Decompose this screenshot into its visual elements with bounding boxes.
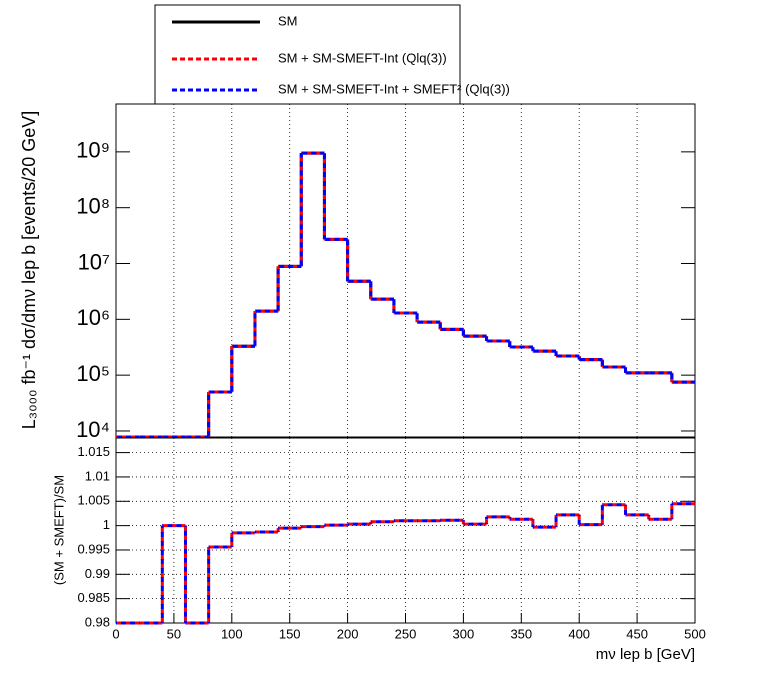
- plot-frame: [115, 103, 696, 438]
- y-tick-label: 10⁷: [78, 249, 110, 274]
- x-tick-label: 400: [568, 626, 590, 641]
- ratio-axis-title: (SM + SMEFT)/SM: [51, 475, 66, 585]
- y-tick-label: 10⁴: [76, 417, 110, 442]
- plot-frame: [115, 437, 696, 624]
- x-tick-label: 500: [684, 626, 706, 641]
- y-tick-label: 0.985: [77, 590, 110, 605]
- y-tick-label: 10⁸: [76, 193, 110, 218]
- x-tick-label: 450: [626, 626, 648, 641]
- plot-layer: 10⁴ 10⁵ 10⁶ 10⁷ 10⁸ 10⁹ 0.98 0.985 0.99 0.995 1 1.0…: [76, 13, 706, 641]
- y-tick-label: 1.015: [77, 444, 110, 459]
- x-tick-label: 100: [221, 626, 243, 641]
- y-tick-label: 10⁹: [76, 138, 110, 163]
- x-tick-label: 250: [395, 626, 417, 641]
- x-tick-label: 200: [337, 626, 359, 641]
- y-tick-label: 0.995: [77, 541, 110, 556]
- x-tick-label: 300: [453, 626, 475, 641]
- y-axis-title: L₃₀₀₀ fb⁻¹ dσ/dmν lep b [events/20 GeV]: [19, 111, 39, 430]
- y-tick-label: 1.005: [77, 493, 110, 508]
- y-tick-label: 1: [103, 517, 110, 532]
- legend-label: SM + SM-SMEFT-Int (Qlq(3)): [278, 50, 447, 65]
- x-tick-label: 0: [112, 626, 119, 641]
- x-axis-title: mν lep b [GeV]: [596, 646, 695, 663]
- y-tick-label: 0.98: [85, 614, 110, 629]
- x-tick-label: 150: [279, 626, 301, 641]
- y-tick-label: 0.99: [85, 566, 110, 581]
- x-tick-label: 50: [167, 626, 181, 641]
- y-tick-label: 10⁵: [76, 361, 110, 386]
- y-tick-label: 10⁶: [76, 305, 110, 330]
- y-tick-label: 1.01: [85, 468, 110, 483]
- legend-label: SM: [278, 13, 298, 28]
- legend-label: SM + SM-SMEFT-Int + SMEFT² (Qlq(3)): [278, 81, 510, 96]
- x-tick-label: 350: [510, 626, 532, 641]
